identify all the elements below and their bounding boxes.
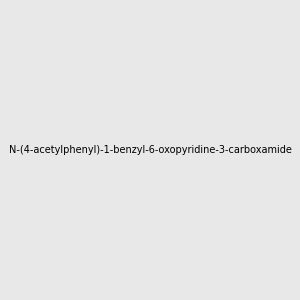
- Text: N-(4-acetylphenyl)-1-benzyl-6-oxopyridine-3-carboxamide: N-(4-acetylphenyl)-1-benzyl-6-oxopyridin…: [9, 145, 291, 155]
